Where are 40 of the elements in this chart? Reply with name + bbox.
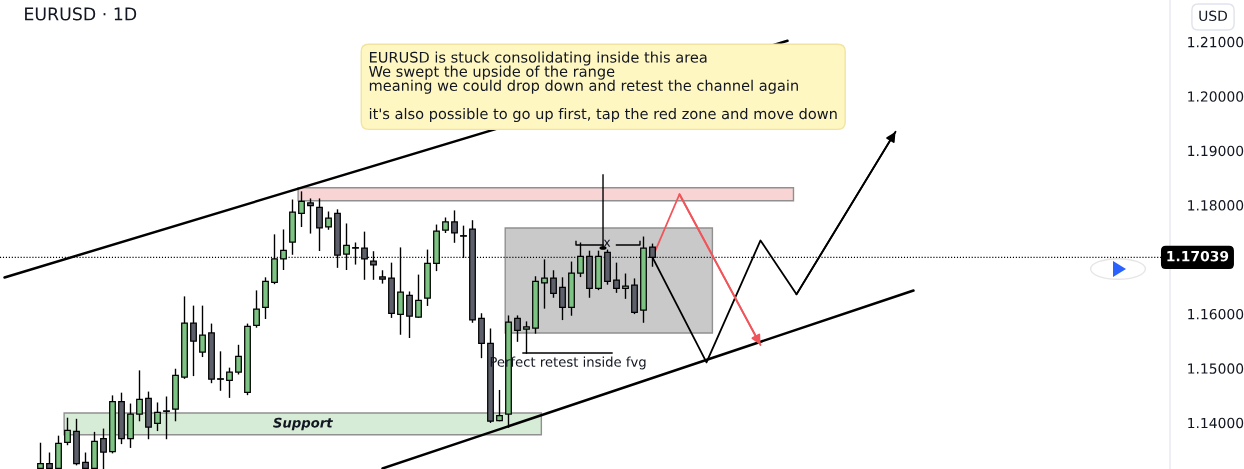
candlestick (37, 442, 44, 469)
y-tick-label: 1.19000 (1188, 145, 1244, 157)
candlestick (316, 198, 323, 251)
candlestick (100, 428, 107, 469)
candlestick (64, 417, 71, 446)
candlestick (163, 396, 170, 440)
annotation: x (603, 239, 611, 247)
y-tick-label: 1.21000 (1188, 36, 1244, 48)
candlestick (496, 389, 503, 422)
ref-line-label: 1.17039 (1167, 250, 1229, 262)
candlestick (559, 277, 566, 321)
candlestick (235, 344, 242, 375)
candlestick (541, 259, 548, 309)
text: USD (1199, 10, 1228, 22)
candlestick (298, 191, 305, 228)
candlestick (343, 223, 350, 271)
candlestick (226, 367, 233, 398)
candlestick (550, 270, 557, 298)
candlestick (451, 210, 458, 243)
candlestick (415, 274, 422, 318)
candlestick (217, 351, 224, 391)
candlestick (253, 290, 260, 328)
y-tick-label: 1.18000 (1188, 200, 1244, 211)
candlestick (622, 273, 629, 299)
candlestick (613, 262, 620, 293)
y-tick-label: 1.20000 (1188, 91, 1244, 102)
candlestick (199, 305, 206, 358)
candlestick (136, 370, 143, 422)
band-label: Support (273, 417, 333, 431)
candlestick (190, 305, 197, 377)
annotation: EURUSD is stuck consolidating inside this area We swept the upside of the range meaning we could drop down and retest the channel again it's also possible to go up first, tap the red zone and move down (369, 51, 837, 123)
candlestick (406, 291, 413, 339)
y-tick-label: 1.16000 (1188, 308, 1244, 320)
y-tick-label: 1.14000 (1188, 417, 1244, 429)
candlestick (307, 198, 314, 234)
y-tick-label: 1.15000 (1188, 363, 1244, 374)
candlestick (514, 315, 521, 342)
candlestick (397, 247, 404, 335)
candlestick (154, 402, 161, 432)
chart-title: EURUSD · 1D (25, 7, 137, 21)
